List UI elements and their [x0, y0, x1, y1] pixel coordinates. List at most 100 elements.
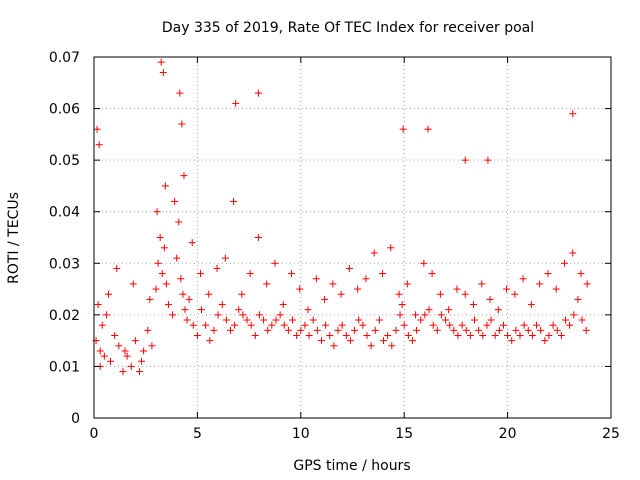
scatter-point	[197, 270, 205, 278]
scatter-point	[94, 301, 102, 309]
scatter-point	[230, 197, 238, 205]
scatter-point	[326, 331, 334, 339]
scatter-point	[578, 316, 586, 324]
scatter-point	[263, 280, 271, 288]
scatter-point	[329, 280, 337, 288]
scatter-point	[478, 280, 486, 288]
scatter-point	[537, 326, 545, 334]
scatter-point	[566, 321, 574, 329]
scatter-point	[359, 321, 367, 329]
x-tick-label: 15	[395, 426, 413, 442]
scatter-point	[153, 208, 161, 216]
scatter-point	[458, 321, 466, 329]
scatter-point	[181, 306, 189, 314]
scatter-point	[289, 316, 297, 324]
scatter-point	[420, 259, 428, 267]
scatter-point	[107, 357, 115, 365]
scatter-point	[260, 316, 268, 324]
x-tick-label: 10	[292, 426, 310, 442]
scatter-point	[436, 290, 444, 298]
scatter-point	[304, 306, 312, 314]
scatter-point	[400, 321, 408, 329]
scatter-point	[520, 321, 528, 329]
scatter-point	[387, 244, 395, 252]
scatter-point	[198, 306, 206, 314]
scatter-point	[569, 249, 577, 257]
scatter-point	[519, 275, 527, 283]
scatter-point	[175, 218, 183, 226]
scatter-point	[322, 321, 330, 329]
scatter-point	[169, 311, 177, 319]
scatter-point	[445, 306, 453, 314]
scatter-point	[553, 326, 561, 334]
scatter-point	[140, 347, 148, 355]
x-tick-label: 25	[602, 426, 620, 442]
scatter-point	[527, 301, 535, 309]
scatter-point	[499, 321, 507, 329]
scatter-point	[276, 311, 284, 319]
scatter-point	[280, 321, 288, 329]
scatter-point	[425, 306, 433, 314]
scatter-point	[583, 280, 591, 288]
scatter-point	[380, 337, 388, 345]
scatter-point	[569, 110, 577, 118]
scatter-point	[544, 270, 552, 278]
scatter-point	[453, 285, 461, 293]
scatter-point	[205, 290, 213, 298]
scatter-point	[413, 326, 421, 334]
y-tick-label: 0.01	[49, 359, 80, 375]
scatter-point	[156, 234, 164, 241]
scatter-point	[232, 99, 240, 107]
scatter-point	[251, 331, 259, 339]
scatter-point	[483, 321, 491, 329]
scatter-point	[222, 316, 230, 324]
scatter-point	[384, 331, 392, 339]
scatter-point	[462, 326, 470, 334]
scatter-point	[238, 290, 246, 298]
scatter-point	[351, 326, 359, 334]
scatter-point	[363, 331, 371, 339]
scatter-point	[392, 326, 400, 334]
scatter-point	[403, 280, 411, 288]
scatter-point	[417, 316, 425, 324]
scatter-point	[354, 285, 362, 293]
scatter-point	[100, 352, 108, 360]
scatter-point	[475, 326, 483, 334]
scatter-point	[183, 316, 191, 324]
scatter-point	[321, 295, 329, 303]
scatter-point	[516, 331, 524, 339]
scatter-point	[115, 342, 123, 350]
x-tick-label: 20	[499, 426, 517, 442]
scatter-point	[399, 125, 407, 133]
scatter-point	[131, 337, 139, 345]
scatter-point	[226, 326, 234, 334]
scatter-point	[185, 295, 193, 303]
scatter-point	[210, 326, 218, 334]
scatter-point	[246, 270, 254, 278]
scatter-point	[469, 301, 477, 309]
scatter-point	[162, 280, 170, 288]
scatter-point	[487, 316, 495, 324]
scatter-point	[176, 89, 184, 97]
scatter-point	[301, 321, 309, 329]
scatter-point	[138, 357, 146, 365]
scatter-point	[371, 326, 379, 334]
scatter-point	[503, 285, 511, 293]
scatter-point	[429, 321, 437, 329]
scatter-point	[512, 326, 520, 334]
y-tick-label: 0.06	[49, 102, 80, 118]
scatter-point	[317, 337, 325, 345]
scatter-point	[189, 321, 197, 329]
scatter-point	[221, 254, 229, 262]
scatter-point	[536, 280, 544, 288]
scatter-point	[388, 342, 396, 350]
scatter-point	[337, 290, 345, 298]
scatter-point	[206, 337, 214, 345]
y-tick-label: 0.02	[49, 308, 80, 324]
scatter-point	[188, 239, 196, 247]
scatter-point	[461, 156, 469, 164]
scatter-point	[129, 280, 137, 288]
scatter-point	[96, 347, 104, 355]
scatter-point	[254, 234, 262, 241]
scatter-point	[95, 141, 103, 149]
